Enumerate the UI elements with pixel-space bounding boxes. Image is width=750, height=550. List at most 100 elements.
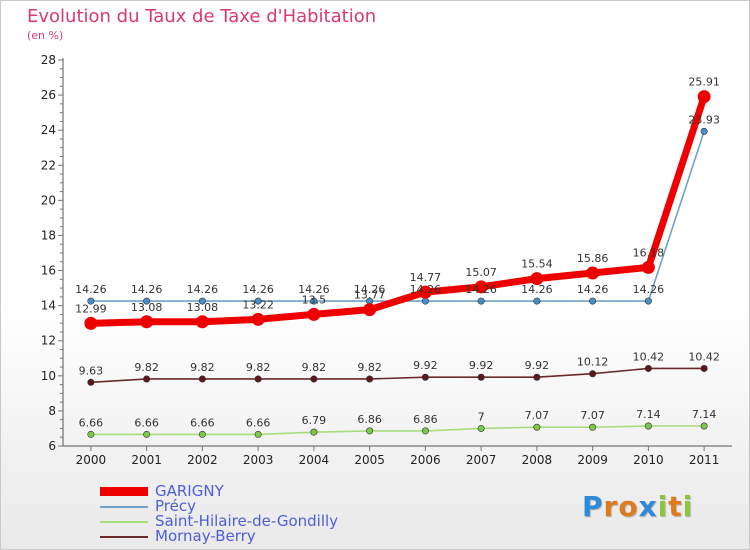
logo-letter: o [618, 490, 639, 523]
series-layer [84, 90, 711, 438]
data-point-saint-hilaire-de-gondilly [143, 430, 151, 438]
data-label: 25.91 [688, 76, 720, 89]
data-label: 14.26 [410, 283, 442, 296]
x-tick-label: 2005 [354, 453, 385, 467]
data-point-saint-hilaire-de-gondilly [366, 427, 374, 435]
data-label: 14.26 [242, 283, 274, 296]
data-point-precy [533, 297, 541, 305]
data-label: 13.77 [354, 289, 386, 302]
data-label: 23.93 [688, 113, 720, 126]
legend-label-garigny: GARIGNY [155, 482, 224, 500]
x-tick-label: 2001 [131, 453, 162, 467]
data-point-mornay-berry [700, 364, 708, 372]
y-tick-label: 6 [48, 439, 56, 453]
series-saint-hilaire-de-gondilly [87, 422, 708, 438]
data-label: 14.26 [187, 283, 219, 296]
data-label: 7.07 [580, 409, 605, 422]
data-label: 7.14 [636, 408, 661, 421]
proxiti-logo[interactable]: Proxiti [582, 490, 693, 523]
data-label: 6.86 [357, 413, 382, 426]
series-precy [87, 127, 708, 305]
data-point-mornay-berry [254, 375, 262, 383]
data-point-mornay-berry [366, 375, 374, 383]
series-line-precy [90, 130, 705, 302]
x-tick-label: 2002 [187, 453, 218, 467]
legend-swatch-precy [100, 506, 148, 508]
data-label: 14.77 [410, 271, 442, 284]
y-tick-label: 26 [41, 88, 56, 102]
data-label: 9.92 [413, 359, 438, 372]
data-point-mornay-berry [589, 370, 597, 378]
data-point-garigny [586, 266, 600, 280]
data-point-mornay-berry [477, 373, 485, 381]
data-point-saint-hilaire-de-gondilly [310, 428, 318, 436]
data-point-mornay-berry [143, 375, 151, 383]
data-label: 6.66 [79, 416, 104, 429]
data-label: 6.66 [246, 416, 271, 429]
data-point-precy [700, 127, 708, 135]
x-tick-label: 2006 [410, 453, 441, 467]
legend-swatch-saint-hilaire [100, 521, 148, 523]
data-label: 13.22 [242, 298, 274, 311]
data-point-garigny [251, 312, 265, 326]
data-label: 13.08 [131, 301, 163, 314]
series-mornay-berry [87, 364, 708, 386]
data-label: 16.18 [633, 246, 665, 259]
data-point-garigny [418, 285, 432, 299]
data-labels: 14.26 14.26 14.26 14.26 14.26 14.26 14.26 14.26… [75, 76, 720, 430]
data-label: 10.42 [688, 350, 720, 363]
data-label: 6.79 [302, 414, 327, 427]
y-tick-label: 28 [41, 53, 56, 67]
x-tick-label: 2011 [689, 453, 720, 467]
legend-label-mornay-berry: Mornay-Berry [155, 527, 256, 545]
data-point-garigny [474, 280, 488, 294]
data-label: 9.82 [190, 361, 215, 374]
logo-letter: i [657, 490, 669, 523]
data-point-mornay-berry [533, 373, 541, 381]
data-point-garigny [195, 315, 209, 329]
data-label: 14.26 [633, 283, 665, 296]
data-point-saint-hilaire-de-gondilly [533, 423, 541, 431]
data-point-garigny [307, 307, 321, 321]
data-label: 10.42 [633, 350, 665, 363]
data-point-saint-hilaire-de-gondilly [644, 422, 652, 430]
axes [58, 58, 732, 451]
data-point-saint-hilaire-de-gondilly [254, 430, 262, 438]
y-tick-label: 8 [48, 404, 56, 418]
data-label: 14.26 [131, 283, 163, 296]
data-point-garigny [697, 90, 711, 104]
x-tick-label: 2010 [633, 453, 664, 467]
data-label: 9.92 [525, 359, 550, 372]
data-point-saint-hilaire-de-gondilly [421, 427, 429, 435]
legend-label-saint-hilaire: Saint-Hilaire-de-Gondilly [155, 512, 339, 530]
y-tick-label: 22 [41, 158, 56, 172]
series-line-garigny [87, 93, 708, 327]
series-line-mornay-berry [90, 367, 705, 384]
logo-letter: r [603, 490, 619, 523]
data-point-saint-hilaire-de-gondilly [198, 430, 206, 438]
data-point-saint-hilaire-de-gondilly [477, 424, 485, 432]
data-label: 14.26 [465, 283, 497, 296]
data-point-mornay-berry [421, 373, 429, 381]
logo-letter: i [682, 490, 694, 523]
data-point-mornay-berry [310, 375, 318, 383]
x-tick-label: 2003 [243, 453, 274, 467]
data-point-precy [310, 297, 318, 305]
data-label: 7 [478, 410, 485, 423]
data-point-garigny [363, 303, 377, 317]
data-point-precy [198, 297, 206, 305]
data-point-garigny [641, 260, 655, 274]
data-label: 9.82 [302, 361, 327, 374]
logo-letter: P [582, 490, 604, 523]
data-label: 14.26 [354, 283, 386, 296]
data-point-precy [421, 297, 429, 305]
series-garigny [84, 90, 711, 330]
data-label: 9.82 [357, 361, 382, 374]
data-label: 15.86 [577, 252, 609, 265]
data-label: 7.14 [692, 408, 717, 421]
y-tick-label: 18 [41, 228, 56, 242]
data-label: 9.92 [469, 359, 494, 372]
data-point-precy [143, 297, 151, 305]
data-label: 7.07 [525, 409, 550, 422]
